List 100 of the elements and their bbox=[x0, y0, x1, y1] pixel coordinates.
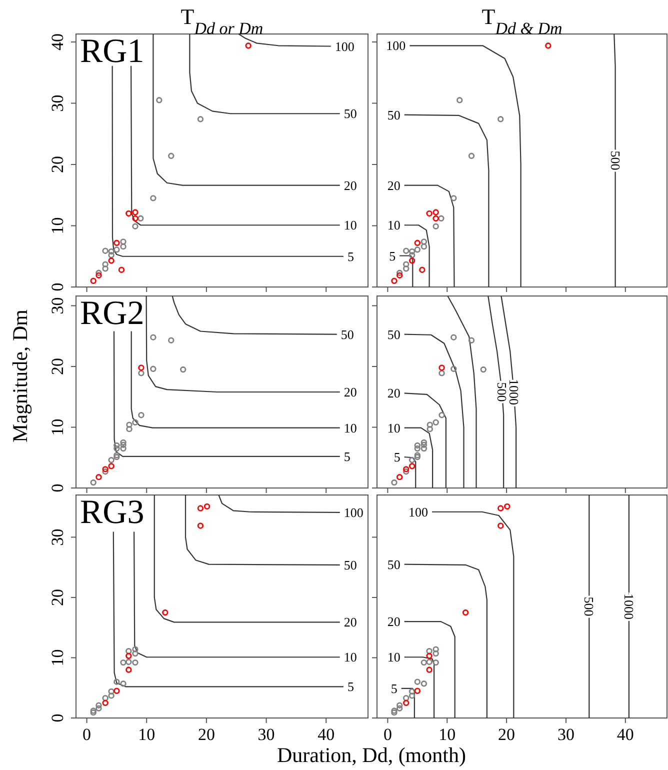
point bbox=[480, 366, 486, 373]
series-label: 10 bbox=[387, 650, 400, 665]
point bbox=[432, 223, 439, 230]
y-tick-label: 30 bbox=[48, 94, 67, 112]
point bbox=[414, 240, 421, 246]
x-tick-label: 40 bbox=[616, 725, 634, 744]
point bbox=[432, 650, 439, 657]
line-series bbox=[218, 494, 340, 514]
point bbox=[403, 248, 410, 254]
point bbox=[126, 426, 132, 432]
point bbox=[197, 522, 204, 529]
point bbox=[96, 702, 102, 708]
point bbox=[420, 243, 428, 250]
point bbox=[396, 702, 403, 708]
point bbox=[114, 240, 120, 246]
point bbox=[396, 272, 403, 278]
point bbox=[132, 659, 138, 666]
point bbox=[90, 709, 96, 716]
point bbox=[498, 522, 504, 529]
point bbox=[126, 666, 132, 673]
point bbox=[132, 646, 138, 652]
line-series bbox=[172, 295, 338, 335]
series-label: 50 bbox=[340, 326, 354, 342]
series-label: 50 bbox=[387, 107, 400, 122]
point bbox=[138, 215, 144, 222]
point bbox=[462, 609, 469, 616]
y-tick-label: 20 bbox=[48, 588, 67, 606]
line-series bbox=[184, 494, 340, 566]
point bbox=[150, 334, 156, 340]
point bbox=[426, 666, 432, 673]
point bbox=[426, 426, 433, 432]
point bbox=[426, 652, 432, 660]
point bbox=[108, 248, 114, 255]
point bbox=[438, 412, 445, 418]
line-series bbox=[146, 295, 340, 393]
point bbox=[120, 680, 126, 687]
x-tick-label: 0 bbox=[82, 725, 92, 744]
point bbox=[438, 370, 445, 376]
y-tick-label: 30 bbox=[48, 297, 67, 314]
series-label: 100 bbox=[386, 38, 406, 54]
point bbox=[114, 445, 120, 452]
point bbox=[468, 337, 475, 344]
point bbox=[90, 708, 96, 714]
point bbox=[120, 238, 126, 245]
point bbox=[156, 97, 162, 104]
y-tick-label: 0 bbox=[48, 714, 67, 722]
point bbox=[138, 364, 144, 371]
point bbox=[114, 452, 120, 458]
point bbox=[414, 678, 421, 685]
series-label: 20 bbox=[344, 384, 357, 400]
annotation: RG2 bbox=[80, 295, 144, 332]
series-label: 5 bbox=[390, 680, 398, 696]
point bbox=[498, 505, 504, 512]
series-label: 10 bbox=[387, 218, 400, 233]
point bbox=[204, 503, 210, 510]
point bbox=[132, 650, 138, 657]
point bbox=[414, 454, 421, 460]
x-axis-title: Duration, Dd, (month) bbox=[277, 743, 466, 767]
point bbox=[456, 97, 463, 104]
line-series bbox=[113, 330, 340, 457]
point bbox=[162, 609, 168, 616]
point bbox=[432, 419, 439, 426]
point bbox=[90, 278, 96, 284]
point bbox=[138, 370, 144, 376]
point bbox=[414, 688, 421, 694]
y-tick-label: 10 bbox=[48, 217, 67, 234]
point bbox=[420, 680, 428, 687]
point bbox=[114, 442, 120, 449]
series-label: 20 bbox=[387, 386, 400, 401]
point bbox=[420, 439, 428, 446]
series-label: 50 bbox=[387, 326, 400, 342]
x-tick-label: 30 bbox=[258, 725, 275, 744]
x-tick-label: 0 bbox=[383, 725, 392, 744]
point bbox=[450, 195, 457, 202]
point bbox=[432, 646, 439, 652]
series-label: 50 bbox=[387, 556, 400, 572]
point bbox=[426, 658, 432, 666]
line-series bbox=[154, 494, 340, 623]
point bbox=[114, 246, 120, 253]
point bbox=[450, 334, 457, 340]
point bbox=[96, 705, 102, 712]
point bbox=[426, 210, 432, 217]
series-label: 20 bbox=[387, 178, 400, 193]
point bbox=[408, 692, 416, 699]
x-tick-label: 20 bbox=[198, 725, 215, 744]
point bbox=[102, 266, 108, 272]
point bbox=[403, 466, 410, 472]
point bbox=[396, 270, 403, 276]
point bbox=[102, 700, 108, 706]
point bbox=[197, 505, 204, 512]
point bbox=[126, 422, 132, 428]
point bbox=[180, 366, 186, 373]
point bbox=[150, 195, 156, 202]
series-label: 5 bbox=[347, 248, 354, 264]
point bbox=[108, 688, 114, 695]
point bbox=[438, 364, 445, 371]
point bbox=[150, 366, 156, 372]
series-label: 5 bbox=[394, 450, 400, 465]
line-series bbox=[130, 330, 340, 428]
point bbox=[108, 258, 114, 264]
